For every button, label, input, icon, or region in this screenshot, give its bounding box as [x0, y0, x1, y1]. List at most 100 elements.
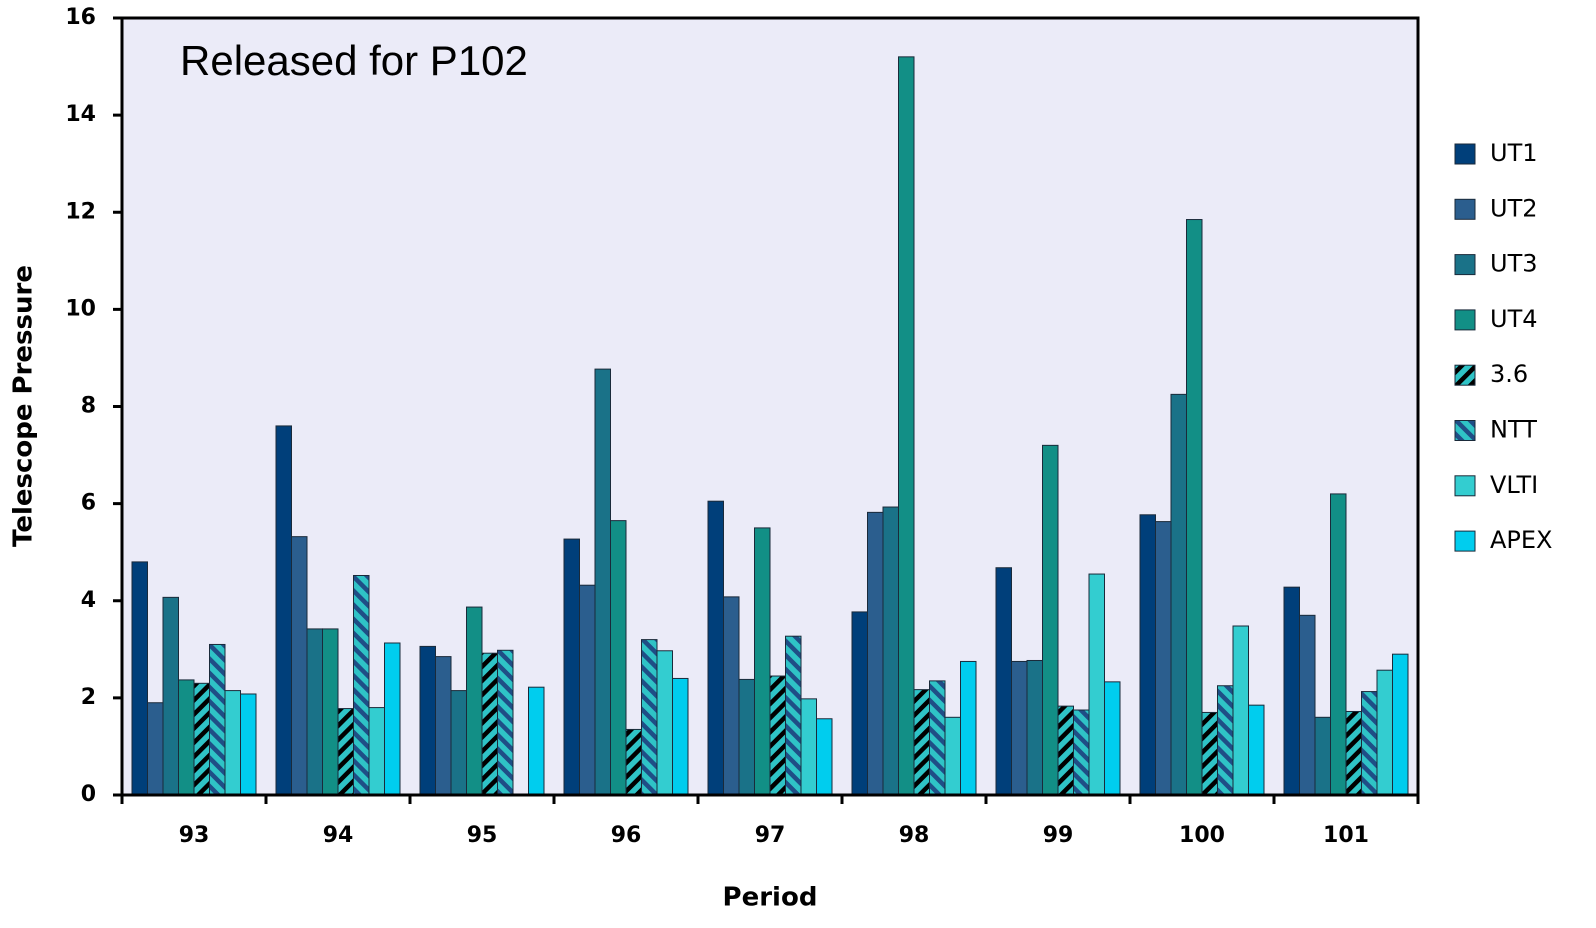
- bar: [929, 680, 946, 796]
- bar: [193, 682, 210, 796]
- bar: [1392, 653, 1409, 796]
- legend-swatch: [1454, 309, 1476, 331]
- legend-swatch: [1454, 254, 1476, 276]
- bar: [1217, 685, 1234, 796]
- bar: [1330, 493, 1347, 796]
- bar: [1170, 393, 1187, 796]
- bar: [672, 677, 689, 796]
- y-tick-label: 0: [81, 782, 96, 807]
- bar: [1088, 573, 1105, 796]
- x-tick-label: 98: [899, 823, 930, 848]
- legend-swatch: [1454, 364, 1476, 386]
- bar: [1139, 514, 1156, 796]
- x-tick-label: 95: [467, 823, 498, 848]
- bar: [785, 635, 802, 796]
- bar: [162, 596, 179, 796]
- y-tick-label: 2: [81, 685, 96, 710]
- x-tick-label: 97: [755, 823, 786, 848]
- bar: [224, 690, 241, 796]
- bar: [178, 679, 195, 796]
- bar: [528, 686, 545, 796]
- bar: [707, 500, 724, 796]
- bar: [1057, 705, 1074, 796]
- legend-label: UT2: [1490, 194, 1538, 222]
- y-tick-label: 4: [81, 588, 96, 613]
- bar: [368, 707, 385, 796]
- x-tick-label: 96: [611, 823, 642, 848]
- bar: [147, 702, 164, 796]
- bar: [816, 718, 833, 796]
- legend-label: VLTI: [1490, 471, 1538, 499]
- bar: [1314, 716, 1331, 796]
- bar: [656, 650, 673, 796]
- bar: [1299, 614, 1316, 796]
- bar: [450, 690, 467, 796]
- x-axis-title: Period: [723, 883, 818, 913]
- bar: [913, 689, 930, 796]
- legend-label: 3.6: [1490, 360, 1528, 388]
- bar: [1248, 704, 1265, 796]
- x-tick-label: 94: [323, 823, 354, 848]
- legend-swatch: [1454, 420, 1476, 441]
- bar: [1042, 444, 1059, 796]
- bar: [995, 567, 1012, 796]
- plot-frame: [120, 16, 1420, 797]
- y-tick-label: 10: [65, 296, 96, 321]
- bar: [800, 698, 817, 796]
- bar: [944, 716, 961, 796]
- legend-swatch: [1454, 530, 1476, 552]
- bar: [723, 596, 740, 796]
- bar: [240, 693, 257, 796]
- bar: [131, 561, 148, 796]
- bar: [337, 708, 354, 796]
- bar: [384, 642, 401, 796]
- bar: [882, 506, 899, 796]
- bar: [306, 628, 323, 796]
- legend-label: UT1: [1490, 139, 1538, 167]
- bar: [1104, 681, 1121, 796]
- bar: [419, 645, 436, 796]
- bar: [1232, 625, 1249, 796]
- bar: [851, 611, 868, 796]
- bar: [1011, 660, 1028, 796]
- legend-label: UT3: [1490, 250, 1538, 278]
- bar: [435, 656, 452, 796]
- x-tick-label: 100: [1179, 823, 1225, 848]
- bar: [579, 584, 596, 796]
- x-tick-label: 93: [179, 823, 210, 848]
- bar: [1155, 521, 1172, 796]
- y-tick-label: 16: [65, 5, 96, 30]
- bar: [497, 649, 514, 796]
- legend-label: APEX: [1490, 526, 1553, 554]
- bar: [481, 652, 498, 796]
- bar: [322, 628, 339, 796]
- bar: [466, 606, 483, 796]
- legend-swatch: [1454, 475, 1476, 497]
- legend-label: UT4: [1490, 305, 1538, 333]
- y-tick-label: 8: [81, 394, 96, 419]
- y-tick-label: 14: [65, 102, 96, 127]
- y-tick-label: 6: [81, 491, 96, 516]
- bar: [1186, 219, 1203, 796]
- x-tick-label: 101: [1323, 823, 1369, 848]
- bar: [641, 639, 658, 796]
- y-axis-title: Telescope Pressure: [9, 265, 39, 547]
- bar: [275, 425, 292, 796]
- bar: [563, 538, 580, 796]
- bar: [769, 675, 786, 796]
- bar: [960, 660, 977, 796]
- bar: [353, 574, 370, 796]
- annotation: Released for P102: [180, 37, 528, 84]
- legend-swatch: [1454, 198, 1476, 220]
- bar: [738, 678, 755, 796]
- legend-label: NTT: [1490, 416, 1537, 444]
- bar: [1345, 710, 1362, 796]
- bar: [209, 643, 226, 796]
- bar: [898, 56, 915, 796]
- bar: [1376, 669, 1393, 796]
- bar: [1283, 586, 1300, 796]
- bar: [867, 511, 884, 796]
- bar: [1201, 711, 1218, 796]
- legend-swatch: [1454, 143, 1476, 165]
